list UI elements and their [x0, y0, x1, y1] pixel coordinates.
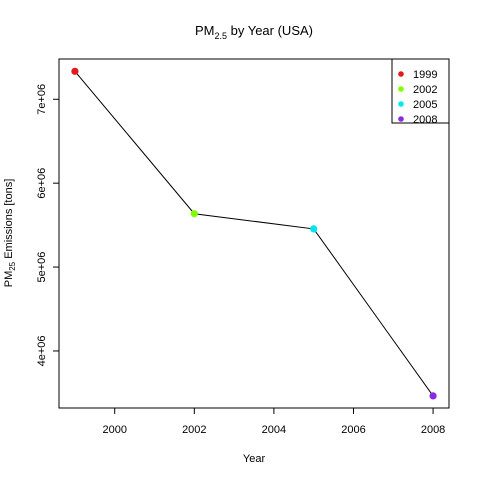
y-tick-label: 5e+06: [36, 252, 48, 283]
y-tick-label: 6e+06: [36, 168, 48, 199]
legend-label: 2008: [413, 114, 437, 126]
legend-swatch: [398, 86, 404, 92]
data-point-2008: [429, 392, 437, 400]
y-axis: 4e+06 5e+06 6e+06 7e+06: [36, 84, 59, 366]
data-point-2005: [310, 225, 318, 233]
chart-title: PM2.5 by Year (USA): [195, 23, 313, 41]
legend: 1999 2002 2005 2008: [391, 58, 450, 126]
y-axis-label: PM25 Emissions [tons]: [3, 179, 17, 288]
x-tick-label: 2008: [421, 424, 445, 436]
legend-swatch: [398, 101, 404, 107]
x-tick-label: 2000: [102, 424, 126, 436]
legend-label: 2005: [413, 99, 437, 111]
legend-swatch: [398, 71, 404, 77]
data-point-2002: [190, 210, 198, 218]
x-tick-label: 2002: [182, 424, 206, 436]
series-line: [74, 71, 434, 397]
x-axis-label: Year: [243, 453, 266, 465]
x-tick-label: 2004: [262, 424, 286, 436]
x-tick-label: 2006: [341, 424, 365, 436]
x-axis: 2000 2002 2004 2006 2008: [102, 408, 445, 436]
legend-label: 2002: [413, 84, 437, 96]
y-tick-label: 4e+06: [36, 335, 48, 366]
legend-swatch: [398, 116, 404, 122]
legend-label: 1999: [413, 69, 437, 81]
series-group: [71, 67, 437, 400]
y-tick-label: 7e+06: [36, 84, 48, 115]
plot-frame: [58, 58, 450, 409]
data-point-1999: [71, 67, 79, 75]
